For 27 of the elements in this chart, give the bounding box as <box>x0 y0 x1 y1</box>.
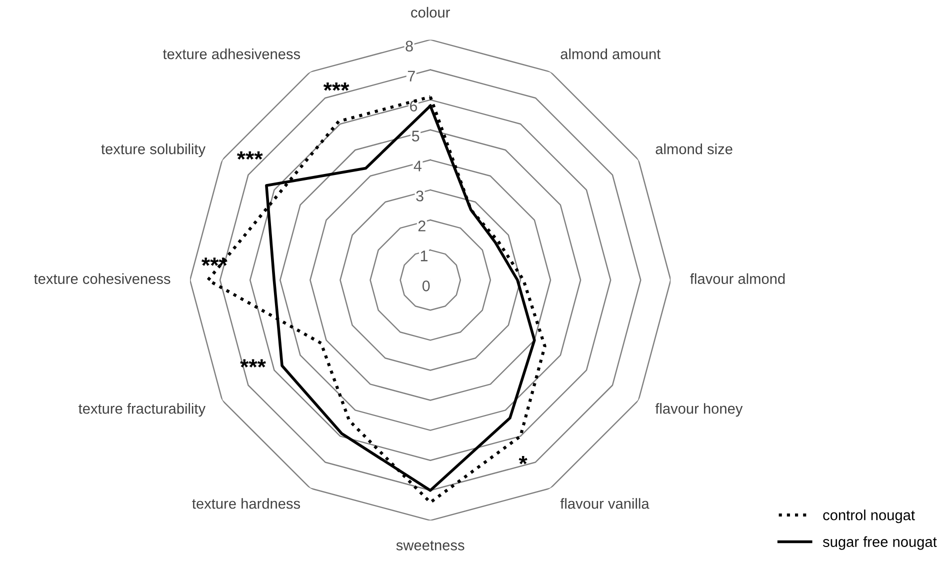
legend-label: sugar free nougat <box>822 536 937 550</box>
spoke-label: almond amount <box>560 48 661 60</box>
spoke-label: texture hardness <box>192 498 300 509</box>
text: *** <box>202 258 228 266</box>
y-tick-label: 0 <box>422 280 430 292</box>
text: *** <box>240 359 266 368</box>
spoke-label: flavour almond <box>690 273 785 284</box>
text: *** <box>323 82 350 91</box>
spoke-label: texture cohesiveness <box>34 273 170 284</box>
legend-label: control nougat <box>823 510 915 524</box>
y-tick-label: 3 <box>416 190 424 202</box>
spoke-label: flavour vanilla <box>560 498 650 509</box>
spoke-label: colour <box>411 6 450 18</box>
spoke-label: texture fracturability <box>78 403 206 417</box>
y-tick-label: 1 <box>420 250 428 262</box>
text: * <box>518 456 528 464</box>
spoke-label: sweetness <box>396 540 464 550</box>
y-tick-label: 5 <box>412 130 420 142</box>
spoke-label: texture solubility <box>101 144 206 158</box>
spoke-label: flavour honey <box>655 403 743 417</box>
text: *** <box>236 151 263 160</box>
y-tick-label: 4 <box>414 160 422 172</box>
spoke-label: almond size <box>656 144 732 154</box>
y-tick-label: 2 <box>418 220 426 232</box>
spoke-label: texture adhesiveness <box>162 48 300 60</box>
y-tick-label: 7 <box>408 70 415 82</box>
y-tick-label: 8 <box>406 40 413 52</box>
